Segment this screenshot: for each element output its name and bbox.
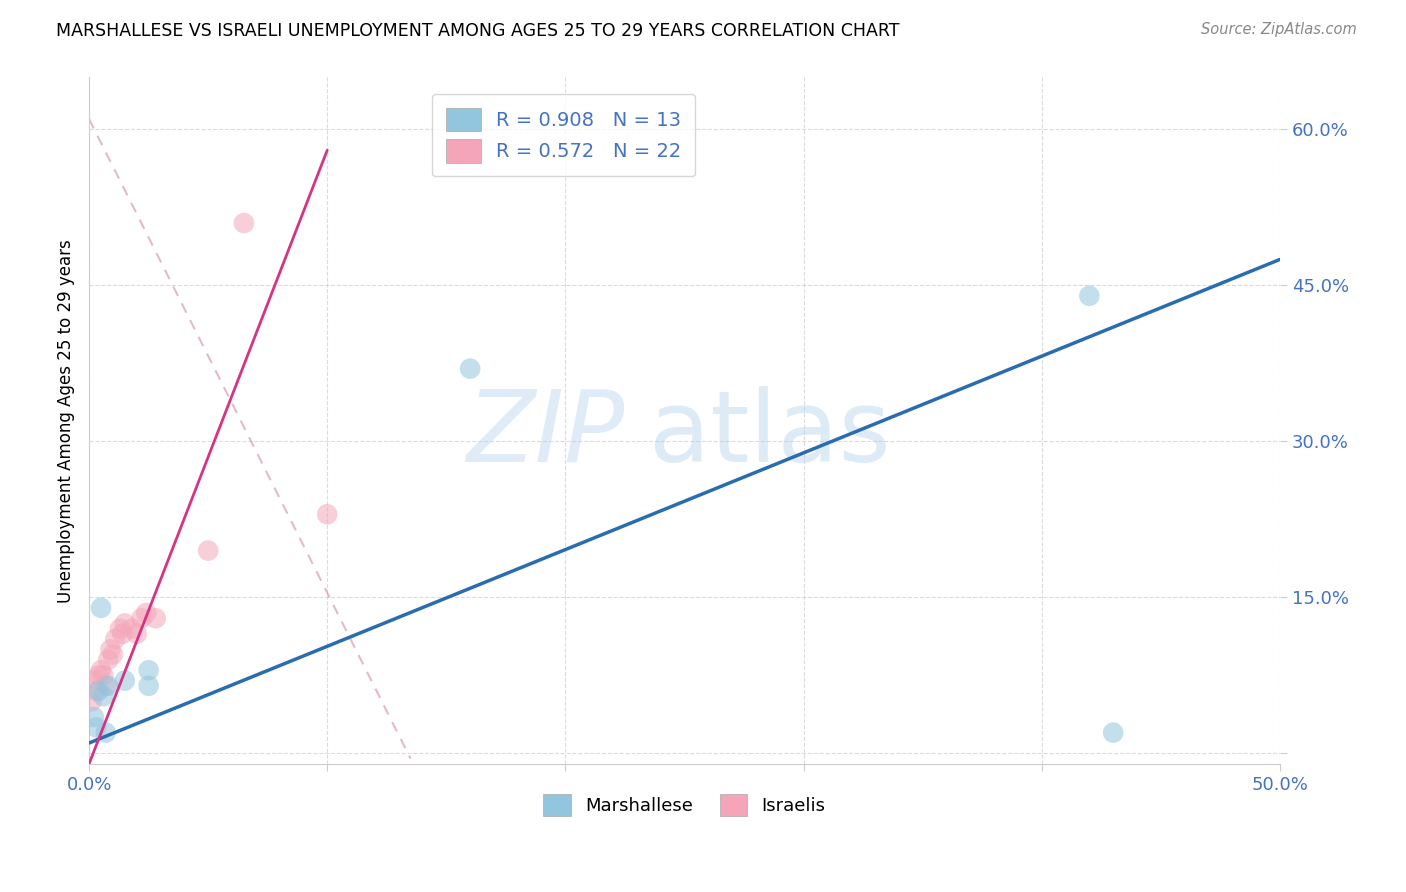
Point [111, 627, 134, 641]
Point [125, 627, 148, 641]
Point [101, 648, 124, 662]
Point [90, 663, 112, 677]
Point [232, 216, 254, 230]
Point [87, 668, 110, 682]
Legend: Marshallese, Israelis: Marshallese, Israelis [536, 787, 832, 823]
Point [1078, 289, 1101, 303]
Point [135, 606, 157, 620]
Point [104, 632, 127, 646]
Point [83, 673, 105, 688]
Text: Source: ZipAtlas.com: Source: ZipAtlas.com [1201, 22, 1357, 37]
Point [114, 673, 136, 688]
Text: MARSHALLESE VS ISRAELI UNEMPLOYMENT AMONG AGES 25 TO 29 YEARS CORRELATION CHART: MARSHALLESE VS ISRAELI UNEMPLOYMENT AMON… [56, 22, 900, 40]
Text: atlas: atlas [648, 386, 890, 483]
Point [108, 622, 131, 636]
Point [1102, 725, 1125, 739]
Point [316, 507, 339, 521]
Point [87, 684, 110, 698]
Point [84, 684, 107, 698]
Point [94, 679, 117, 693]
Point [97, 653, 120, 667]
Point [100, 642, 122, 657]
Point [458, 361, 481, 376]
Point [145, 611, 167, 625]
Point [114, 616, 136, 631]
Point [93, 690, 115, 704]
Point [94, 725, 117, 739]
Point [84, 720, 107, 734]
Point [97, 679, 120, 693]
Y-axis label: Unemployment Among Ages 25 to 29 years: Unemployment Among Ages 25 to 29 years [58, 239, 75, 602]
Point [138, 679, 160, 693]
Point [80, 694, 103, 708]
Point [138, 663, 160, 677]
Point [83, 710, 105, 724]
Text: ZIP: ZIP [467, 386, 624, 483]
Point [197, 543, 219, 558]
Point [93, 668, 115, 682]
Point [121, 622, 143, 636]
Point [90, 600, 112, 615]
Point [131, 611, 153, 625]
